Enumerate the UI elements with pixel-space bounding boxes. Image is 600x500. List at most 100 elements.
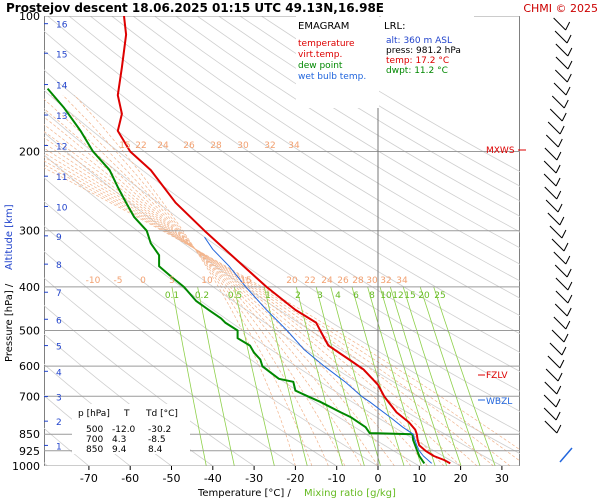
wind-barb-flag bbox=[556, 151, 562, 161]
dry-adiabat bbox=[47, 16, 520, 335]
wind-barb bbox=[555, 43, 569, 57]
wind-barbs bbox=[543, 16, 573, 466]
mixing-ratio-label: 0.5 bbox=[228, 291, 242, 301]
wind-barb bbox=[551, 95, 565, 109]
adiabat-label: 30 bbox=[237, 141, 249, 151]
pressure-tick-label: 400 bbox=[19, 281, 40, 294]
wind-barb-flag bbox=[556, 385, 562, 395]
wind-barb bbox=[549, 108, 563, 122]
wind-barb-flag bbox=[563, 333, 569, 343]
pressure-tick-label: 200 bbox=[19, 145, 40, 158]
moist-adiabat bbox=[44, 164, 520, 462]
legend-dew-point: dew point bbox=[298, 61, 343, 71]
mixing-ratio-label: 8 bbox=[369, 291, 375, 301]
lrl-temp: temp: 17.2 °C bbox=[386, 56, 449, 66]
wind-barb-flag bbox=[567, 47, 573, 57]
altitude-tick-label: 9 bbox=[56, 233, 62, 243]
wind-barb bbox=[547, 355, 561, 369]
x-tick-label: 10 bbox=[412, 472, 426, 485]
table-row-td: -30.2 bbox=[148, 425, 171, 435]
altitude-tick-label: 8 bbox=[56, 261, 62, 271]
altitude-tick-label: 7 bbox=[56, 289, 62, 299]
altitude-tick-label: 6 bbox=[56, 316, 62, 326]
table-row-t: 9.4 bbox=[112, 445, 127, 455]
wind-barb-flag bbox=[557, 372, 563, 382]
pressure-tick-label: 925 bbox=[19, 445, 40, 458]
dry-adiabat bbox=[68, 16, 520, 317]
wind-barb-flag bbox=[566, 73, 572, 83]
wind-barb bbox=[545, 134, 559, 148]
wind-barb-flag bbox=[559, 125, 565, 135]
adiabat-label: 30 bbox=[366, 276, 378, 286]
legend-title: EMAGRAM bbox=[298, 21, 349, 32]
wind-barb-flag bbox=[555, 177, 561, 187]
wind-barb bbox=[554, 264, 568, 278]
dry-adiabat bbox=[90, 16, 520, 299]
wind-barb-flag bbox=[561, 112, 567, 122]
moist-adiabat bbox=[74, 94, 296, 466]
lrl-box bbox=[381, 16, 474, 78]
table-header-t: T bbox=[123, 409, 130, 419]
adiabat-label: -10 bbox=[86, 276, 101, 286]
levels-table bbox=[72, 404, 190, 454]
y-axis-label-altitude: Altitude [km] bbox=[4, 204, 15, 270]
dry-adiabat bbox=[154, 16, 520, 249]
legend-virt-temp: virt.temp. bbox=[298, 50, 342, 60]
dry-adiabat bbox=[175, 16, 520, 233]
wind-barb-flag bbox=[567, 60, 573, 70]
adiabat-label: 26 bbox=[337, 276, 349, 286]
adiabat-label: 28 bbox=[352, 276, 364, 286]
mixing-ratio-label: 0.2 bbox=[195, 291, 209, 301]
table-header-p: p [hPa] bbox=[78, 409, 110, 419]
moist-adiabat bbox=[44, 116, 379, 466]
wind-barb bbox=[547, 121, 561, 135]
x-axis-label-mixing: Mixing ratio [g/kg] bbox=[304, 488, 396, 499]
wind-barb bbox=[544, 186, 558, 200]
adiabat-label: 24 bbox=[157, 141, 169, 151]
wind-barb-flag bbox=[555, 398, 561, 408]
wind-barb-flag bbox=[561, 229, 567, 239]
lrl-dwpt: dwpt: 11.2 °C bbox=[386, 66, 448, 76]
plot-frame bbox=[44, 16, 520, 466]
table-row-t: -12.0 bbox=[112, 425, 136, 435]
adiabat-label: 28 bbox=[210, 141, 222, 151]
moist-adiabat bbox=[44, 147, 461, 466]
adiabat-label: 24 bbox=[321, 276, 333, 286]
altitude-tick-label: 5 bbox=[56, 343, 62, 353]
copyright: CHMI © 2025 bbox=[523, 2, 598, 15]
mixing-ratio-label: 15 bbox=[404, 291, 415, 301]
moist-adiabat bbox=[51, 94, 329, 466]
wind-barb bbox=[549, 342, 563, 356]
legend-box bbox=[296, 16, 379, 108]
adiabat-label: 10 bbox=[201, 276, 213, 286]
mixing-ratio-label: 12 bbox=[392, 291, 403, 301]
lrl-alt: alt: 360 m ASL bbox=[386, 36, 452, 46]
wind-barb-flag bbox=[566, 34, 572, 44]
wind-barb-flag bbox=[561, 346, 567, 356]
wind-barb-flag bbox=[556, 424, 562, 434]
wind-barb-flag bbox=[556, 190, 562, 200]
wind-barb bbox=[554, 69, 568, 83]
x-tick-label: -60 bbox=[121, 472, 139, 485]
wind-barb bbox=[544, 147, 558, 161]
mixing-ratio-label: 20 bbox=[418, 291, 430, 301]
dry-adiabat bbox=[44, 110, 520, 433]
wind-barb-flag bbox=[565, 86, 571, 96]
table-row-p: 850 bbox=[86, 445, 103, 455]
wind-barb-flag bbox=[566, 268, 572, 278]
wind-barb-flag bbox=[555, 164, 561, 174]
wind-barb-flag bbox=[565, 320, 571, 330]
mixing-ratio-label: 3 bbox=[317, 291, 323, 301]
wind-barb bbox=[555, 290, 569, 304]
wind-barb bbox=[553, 82, 567, 96]
legend-temperature: temperature bbox=[298, 39, 355, 49]
marker-mxws: MXWS bbox=[486, 146, 515, 156]
adiabat-label: 22 bbox=[304, 276, 315, 286]
marker-fzlv: FZLV bbox=[486, 371, 508, 381]
adiabat-label: 20 bbox=[286, 276, 298, 286]
altitude-tick-label: 2 bbox=[56, 418, 62, 428]
mixing-ratio-label: 10 bbox=[380, 291, 392, 301]
wind-barb bbox=[543, 160, 557, 174]
wind-barb-flag bbox=[566, 307, 572, 317]
